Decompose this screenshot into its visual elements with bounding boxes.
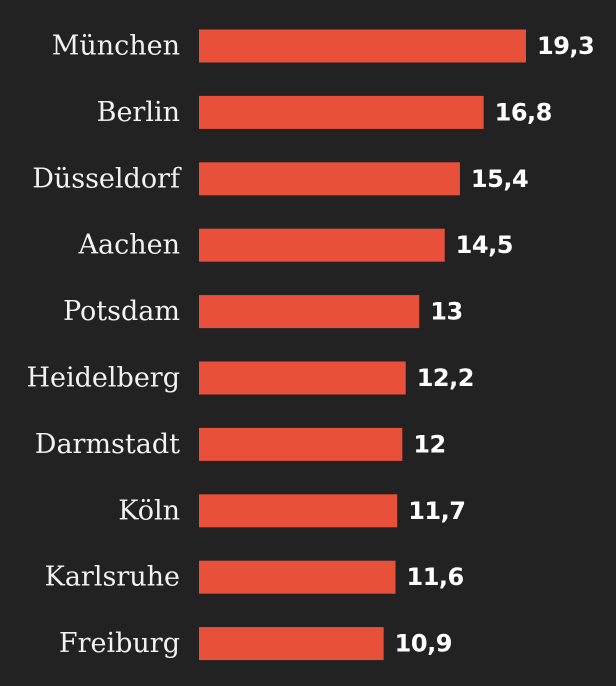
category-label: Düsseldorf bbox=[32, 163, 182, 194]
category-label: Köln bbox=[118, 495, 180, 526]
value-label: 19,3 bbox=[537, 32, 594, 60]
value-label: 11,7 bbox=[408, 497, 465, 525]
value-label: 11,6 bbox=[407, 563, 464, 591]
category-label: München bbox=[52, 31, 180, 62]
category-label: Aachen bbox=[78, 230, 180, 261]
category-label: Potsdam bbox=[63, 296, 180, 327]
category-label: Berlin bbox=[97, 97, 180, 128]
value-label: 10,9 bbox=[395, 630, 452, 658]
value-label: 12,2 bbox=[417, 364, 474, 392]
bar bbox=[199, 29, 526, 63]
value-label: 15,4 bbox=[471, 165, 528, 193]
bar bbox=[199, 95, 484, 129]
bar bbox=[199, 427, 403, 461]
bar bbox=[199, 228, 445, 262]
bar bbox=[199, 361, 406, 395]
bar bbox=[199, 560, 396, 594]
bar bbox=[199, 295, 420, 329]
value-label: 14,5 bbox=[456, 231, 513, 259]
value-label: 13 bbox=[430, 298, 462, 326]
bar bbox=[199, 162, 460, 196]
category-label: Heidelberg bbox=[26, 363, 180, 394]
value-label: 12 bbox=[413, 430, 445, 458]
category-label: Darmstadt bbox=[35, 429, 180, 460]
bar bbox=[199, 494, 398, 528]
bar bbox=[199, 627, 384, 661]
category-label: Freiburg bbox=[59, 628, 180, 659]
category-label: Karlsruhe bbox=[45, 562, 180, 593]
value-label: 16,8 bbox=[495, 98, 552, 126]
